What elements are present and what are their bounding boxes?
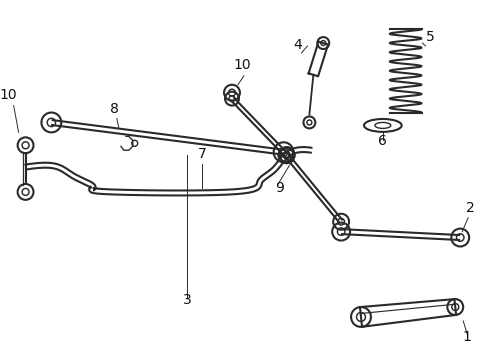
Text: 4: 4	[293, 38, 302, 52]
Text: 8: 8	[110, 102, 120, 116]
Text: 6: 6	[378, 134, 387, 148]
Text: 9: 9	[275, 181, 284, 195]
Text: 1: 1	[463, 330, 471, 344]
Text: 2: 2	[466, 201, 474, 215]
Text: 5: 5	[426, 30, 435, 44]
Text: 7: 7	[198, 147, 207, 161]
Polygon shape	[360, 299, 456, 327]
Polygon shape	[309, 41, 328, 76]
Text: 3: 3	[183, 293, 192, 307]
Text: 10: 10	[0, 87, 18, 102]
Text: 10: 10	[233, 58, 251, 72]
